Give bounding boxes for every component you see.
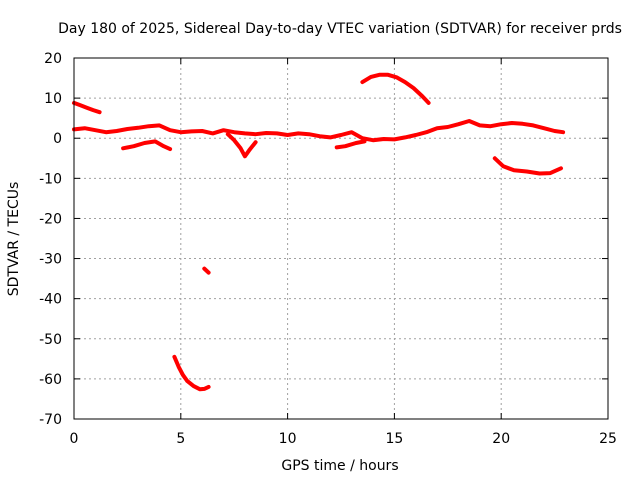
x-tick-label: 10 [279, 431, 297, 447]
y-tick-label: -30 [39, 252, 62, 268]
y-tick-label: 10 [44, 91, 62, 107]
series-arc-5 [334, 139, 367, 150]
chart-title: Day 180 of 2025, Sidereal Day-to-day VTE… [58, 21, 622, 37]
y-tick-label: -10 [39, 171, 62, 187]
series-arc-8 [202, 266, 211, 275]
y-tick-label: -40 [39, 292, 62, 308]
series-arc-9 [172, 354, 211, 392]
series-arc-7 [492, 156, 563, 176]
y-tick-label: -20 [39, 211, 62, 227]
x-tick-label: 15 [385, 431, 403, 447]
grid-layer [74, 58, 608, 419]
plot-frame [73, 57, 609, 420]
y-tick-label: -60 [39, 372, 62, 388]
y-tick-label: 20 [44, 51, 62, 67]
series-arc-6 [360, 72, 431, 105]
y-axis-label: SDTVAR / TECUs [6, 182, 22, 297]
series-arc-1 [72, 100, 102, 115]
tick-layer: 0 5 10 15 20 25 20 10 0 -10 -20 -30 -40 -50 -60 -70 [39, 51, 617, 447]
x-tick-label: 0 [70, 431, 79, 447]
x-tick-label: 5 [176, 431, 185, 447]
y-tick-label: -50 [39, 332, 62, 348]
series-arc-2 [72, 119, 566, 143]
x-axis-label: GPS time / hours [281, 458, 398, 474]
y-tick-label: -70 [39, 412, 62, 428]
y-tick-label: 0 [53, 131, 62, 147]
x-tick-label: 25 [599, 431, 617, 447]
series-arc-4 [225, 132, 258, 159]
series-arc-3 [121, 139, 173, 152]
x-tick-label: 20 [492, 431, 510, 447]
data-layer [72, 72, 566, 392]
